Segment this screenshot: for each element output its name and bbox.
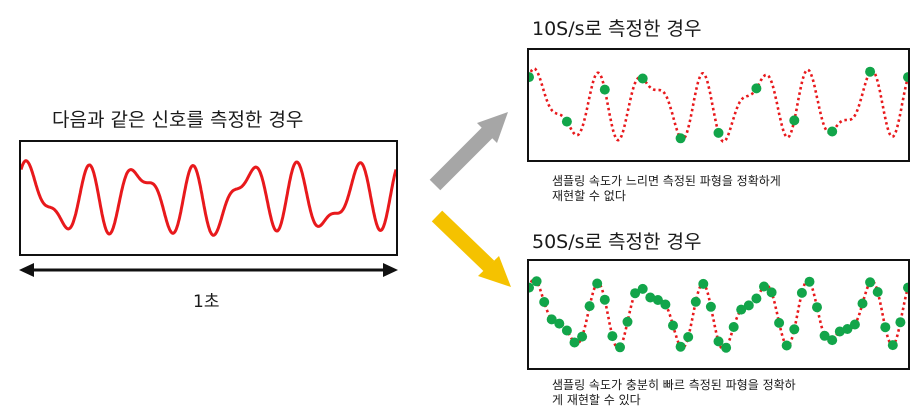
high-rate-sample-point [857, 298, 868, 309]
high-rate-sample-point [599, 294, 610, 305]
high-rate-sample-point [698, 278, 709, 289]
duration-arrow [19, 263, 398, 277]
low-rate-sample-point [827, 126, 838, 137]
low-rate-sample-point [529, 72, 534, 83]
high-rate-sample-point [895, 317, 906, 328]
high-rate-sample-point [622, 316, 633, 327]
low-rate-sample-point [599, 84, 610, 95]
high-rate-sample-point [834, 326, 845, 337]
high-rate-sample-point [743, 300, 754, 311]
high-rate-sample-point [812, 302, 822, 313]
low-rate-sample-point [751, 83, 762, 94]
high-rate-sample-point [615, 342, 625, 353]
high-rate-sample-point [531, 276, 542, 287]
high-rate-sample-point [529, 282, 534, 293]
high-rate-sample-point [842, 324, 853, 334]
high-rate-sample-point [804, 276, 815, 287]
high-rate-caption-line1: 샘플링 속도가 충분히 빠르 측정된 파형을 정확하 [552, 378, 796, 392]
high-rate-sample-point [880, 322, 891, 333]
low-rate-caption-line2: 재현할 수 없다 [552, 189, 626, 203]
duration-label: 1초 [193, 292, 220, 312]
high-rate-sample-point [607, 331, 618, 342]
high-rate-sample-point [774, 317, 785, 328]
high-rate-sample-point [539, 297, 550, 307]
low-rate-sample-point [675, 133, 686, 144]
high-rate-sample-point [872, 287, 883, 297]
arrow-to-high-rate-icon [431, 210, 511, 287]
high-rate-sample-point [652, 295, 663, 305]
high-rate-sample-point [903, 282, 908, 293]
low-rate-sampled-waveform [529, 66, 908, 144]
high-rate-sample-point [751, 293, 762, 304]
low-rate-sample-point [789, 115, 800, 126]
high-rate-title: 50S/s로 측정한 경우 [532, 231, 702, 253]
high-rate-sample-point [759, 281, 769, 292]
low-rate-signal-line [529, 67, 908, 143]
low-rate-sample-point [865, 66, 876, 77]
original-signal-line [21, 159, 396, 237]
high-rate-sample-point [577, 331, 588, 342]
high-rate-caption-line2: 게 재현할 수 있다 [552, 393, 641, 407]
high-rate-sample-point [645, 292, 656, 303]
high-rate-sample-point [675, 341, 686, 352]
high-rate-sample-point [630, 288, 641, 299]
high-rate-sample-point [683, 332, 694, 342]
high-rate-sample-point [592, 278, 603, 289]
high-rate-sample-point [827, 335, 838, 346]
low-rate-sample-point [561, 116, 572, 127]
high-rate-sample-point [546, 314, 557, 325]
high-rate-sample-point [690, 296, 701, 307]
high-rate-sample-panel [527, 259, 910, 370]
low-rate-caption: 샘플링 속도가 느리면 측정된 파형을 정확하게 재현할 수 없다 [552, 174, 781, 204]
high-rate-sample-point [569, 337, 580, 348]
signal-waveform [21, 159, 396, 237]
high-rate-sample-point [561, 325, 572, 336]
low-rate-sample-point [903, 72, 908, 83]
high-rate-sample-point [637, 283, 648, 294]
high-rate-sample-point [849, 319, 860, 330]
high-rate-sample-point [865, 277, 876, 288]
low-rate-sample-point [637, 73, 648, 84]
high-rate-sample-point [819, 330, 830, 341]
high-rate-sample-point [736, 304, 747, 315]
high-rate-sample-point [660, 299, 671, 310]
high-rate-sample-point [887, 340, 898, 351]
arrow-to-low-rate-icon [429, 112, 508, 191]
high-rate-sample-point [766, 287, 777, 298]
high-rate-sample-point [668, 320, 678, 331]
high-rate-sample-point [796, 287, 807, 298]
high-rate-sample-point [789, 324, 800, 335]
low-rate-sample-point [713, 127, 724, 138]
high-rate-sample-point [721, 342, 732, 353]
high-rate-caption: 샘플링 속도가 충분히 빠르 측정된 파형을 정확하 게 재현할 수 있다 [552, 378, 796, 408]
high-rate-sample-point [713, 336, 724, 347]
high-rate-sampled-waveform [529, 276, 908, 353]
low-rate-caption-line1: 샘플링 속도가 느리면 측정된 파형을 정확하게 [552, 174, 781, 188]
low-rate-sample-panel [527, 48, 910, 162]
high-rate-sample-point [554, 318, 565, 329]
high-rate-sample-point [781, 340, 792, 351]
low-rate-title: 10S/s로 측정한 경우 [532, 18, 702, 40]
signal-waveform-panel [19, 140, 398, 256]
signal-title: 다음과 같은 신호를 측정한 경우 [52, 109, 304, 131]
high-rate-sample-point [584, 301, 595, 312]
high-rate-sample-point [728, 322, 739, 332]
high-rate-sample-point [705, 301, 716, 312]
